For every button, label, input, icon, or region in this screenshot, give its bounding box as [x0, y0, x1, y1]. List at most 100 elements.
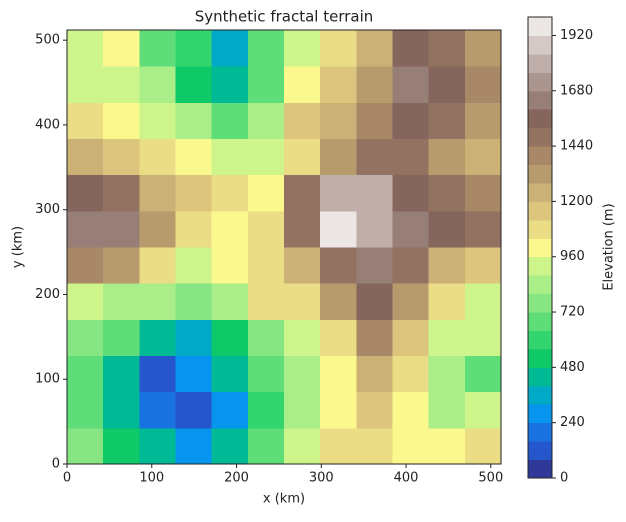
terrain-cell: [356, 283, 393, 320]
terrain-cell: [175, 66, 213, 103]
terrain-cell: [175, 319, 213, 356]
terrain-cell: [428, 66, 466, 103]
terrain-cell: [67, 391, 104, 429]
terrain-cell: [247, 427, 285, 465]
terrain-cell: [320, 319, 357, 356]
terrain-cell: [320, 138, 357, 176]
terrain-cell: [356, 102, 393, 139]
y-tick-label: 200: [35, 287, 60, 302]
terrain-cell: [392, 102, 430, 139]
terrain-cell: [139, 66, 176, 103]
terrain-cell: [428, 319, 466, 356]
terrain-cell: [139, 319, 176, 356]
y-axis-label: y (km): [11, 226, 26, 268]
terrain-cell: [284, 30, 321, 67]
terrain-cell: [356, 319, 393, 356]
terrain-cell: [320, 174, 357, 212]
terrain-cell: [139, 102, 176, 139]
colorbar-band: [528, 312, 552, 331]
terrain-cell: [139, 30, 176, 67]
terrain-cell: [211, 319, 249, 356]
terrain-cell: [320, 102, 357, 139]
terrain-cell: [211, 66, 249, 103]
terrain-cell: [103, 355, 140, 393]
colorbar-band: [528, 330, 552, 350]
terrain-cell: [247, 138, 285, 176]
y-tick-label: 400: [35, 117, 60, 132]
colorbar-band: [528, 182, 552, 202]
terrain-cell: [67, 66, 104, 103]
terrain-cell: [247, 319, 285, 356]
terrain-cell: [139, 355, 176, 393]
terrain-cell: [247, 391, 285, 429]
terrain-cell: [247, 283, 285, 320]
terrain-cell: [428, 174, 466, 212]
terrain-cell: [103, 66, 140, 103]
terrain-cell: [247, 355, 285, 393]
terrain-cell: [320, 247, 357, 284]
colorbar-band: [528, 90, 552, 110]
terrain-cell: [175, 102, 213, 139]
terrain-cell: [139, 174, 176, 212]
x-tick-label: 200: [224, 471, 249, 486]
terrain-cell: [211, 247, 249, 284]
terrain-cell: [464, 427, 502, 465]
terrain-cell: [284, 391, 321, 429]
terrain-cell: [139, 247, 176, 284]
terrain-cell: [211, 138, 249, 176]
terrain-cell: [284, 66, 321, 103]
terrain-cell: [392, 427, 430, 465]
terrain-cell: [356, 427, 393, 465]
colorbar-tick-label: 1920: [560, 28, 593, 43]
terrain-cell: [67, 174, 104, 212]
terrain-cell: [428, 427, 466, 465]
terrain-cell: [320, 283, 357, 320]
terrain-cell: [320, 391, 357, 429]
terrain-cell: [67, 138, 104, 176]
terrain-cell: [175, 210, 213, 248]
colorbar-band: [528, 164, 552, 184]
terrain-cell: [175, 30, 213, 67]
terrain-cell: [392, 355, 430, 393]
terrain-cell: [247, 102, 285, 139]
colorbar-band: [528, 441, 552, 461]
terrain-cell: [67, 427, 104, 465]
x-tick-label: 100: [139, 471, 164, 486]
colorbar-frame: [527, 16, 553, 479]
x-tick-label: 500: [478, 471, 503, 486]
terrain-cell: [103, 247, 140, 284]
terrain-cell: [211, 30, 249, 67]
terrain-cell: [320, 30, 357, 67]
terrain-cell: [392, 174, 430, 212]
terrain-cell: [356, 30, 393, 67]
colorbar-band: [528, 53, 552, 73]
terrain-cell: [320, 66, 357, 103]
terrain-cell: [392, 30, 430, 67]
terrain-cell: [139, 427, 176, 465]
terrain-cell: [175, 355, 213, 393]
terrain-cell: [211, 355, 249, 393]
terrain-cell: [103, 174, 140, 212]
terrain-cell: [356, 391, 393, 429]
colorbar-band: [528, 348, 552, 368]
terrain-cell: [464, 66, 502, 103]
terrain-cell: [464, 210, 502, 248]
terrain-cell: [247, 210, 285, 248]
terrain-cell: [464, 174, 502, 212]
x-axis-label: x (km): [263, 492, 305, 507]
colorbar-tick-label: 240: [560, 415, 585, 430]
terrain-cell: [247, 30, 285, 67]
terrain-cell: [103, 30, 140, 67]
terrain-cell: [103, 210, 140, 248]
colorbar-band: [528, 35, 552, 55]
colorbar-label: Elevation (m): [602, 203, 617, 290]
colorbar-band: [528, 17, 552, 36]
x-tick-label: 0: [63, 471, 71, 486]
terrain-cell: [392, 210, 430, 248]
terrain-cell: [428, 283, 466, 320]
terrain-cell: [103, 283, 140, 320]
terrain-cell: [67, 102, 104, 139]
terrain-cell: [464, 30, 502, 67]
terrain-cell: [103, 391, 140, 429]
terrain-cell: [211, 210, 249, 248]
